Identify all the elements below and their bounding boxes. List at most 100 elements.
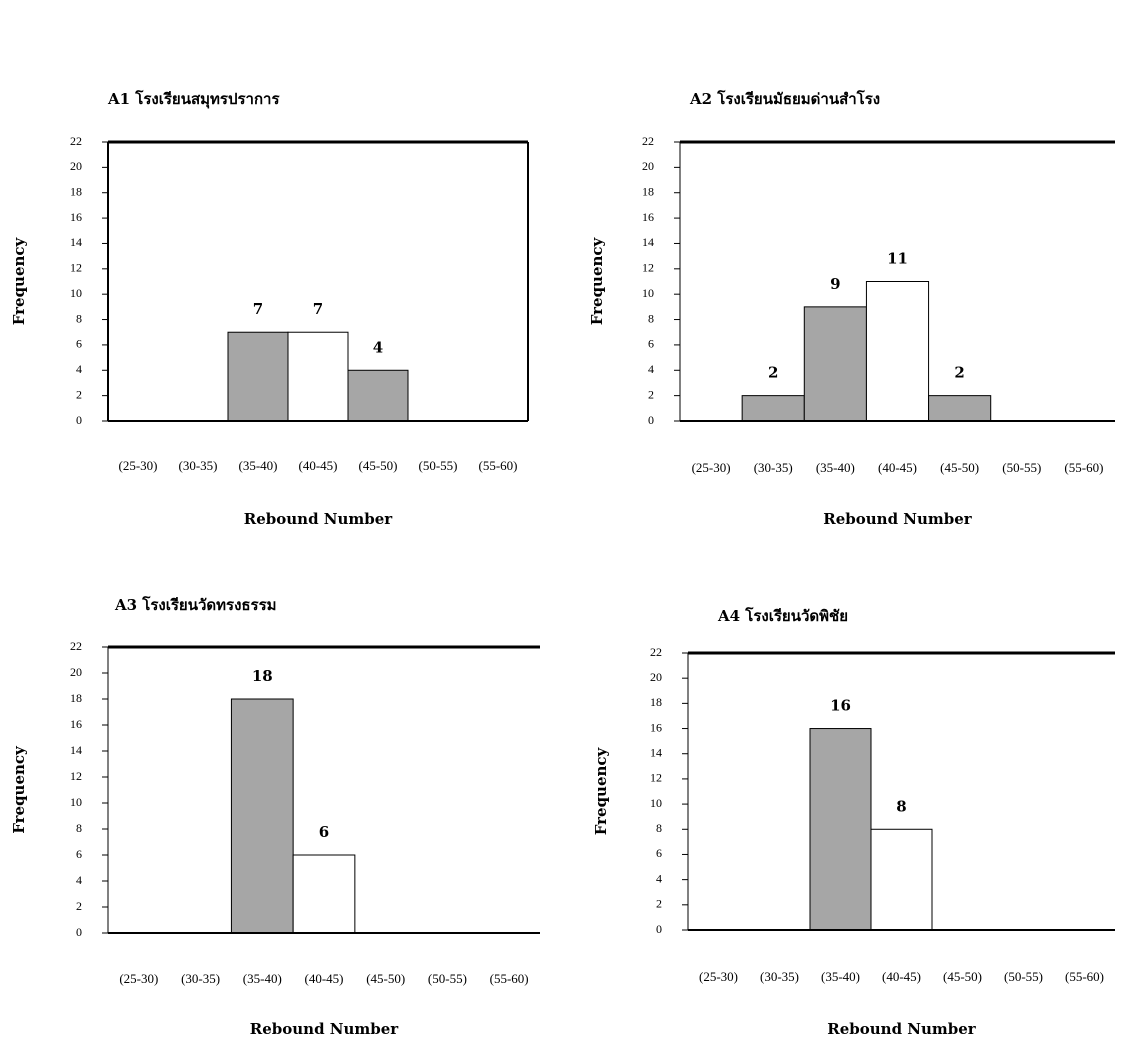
x-tick-label: (45-50) <box>940 460 979 475</box>
y-tick-label: 10 <box>650 796 662 810</box>
x-tick-label: (55-60) <box>1065 969 1104 984</box>
y-tick-label: 12 <box>70 769 82 783</box>
value-label: 16 <box>830 697 851 715</box>
chart-title: A2 โรงเรียนมัธยมด่านสำโรง <box>689 89 880 108</box>
value-label: 9 <box>830 275 840 293</box>
y-tick-label: 6 <box>76 847 82 861</box>
x-tick-label: (25-30) <box>119 458 158 473</box>
y-axis-label: Frequency <box>592 746 610 835</box>
bar <box>870 828 933 931</box>
x-tick-label: (35-40) <box>243 971 282 986</box>
y-tick-label: 6 <box>648 337 654 351</box>
y-axis-label: Frequency <box>10 236 28 325</box>
bar <box>928 395 992 422</box>
x-tick-label: (40-45) <box>299 458 338 473</box>
y-tick-label: 20 <box>642 159 654 173</box>
y-tick-label: 22 <box>650 645 662 659</box>
y-tick-label: 16 <box>70 717 82 731</box>
x-tick-label: (50-55) <box>1004 969 1043 984</box>
y-tick-label: 8 <box>656 821 662 835</box>
x-tick-label: (45-50) <box>359 458 398 473</box>
x-tick-label: (35-40) <box>821 969 860 984</box>
y-tick-label: 20 <box>70 159 82 173</box>
bar <box>287 331 349 422</box>
x-axis-label: Rebound Number <box>823 510 973 528</box>
x-tick-label: (25-30) <box>699 969 738 984</box>
x-tick-label: (30-35) <box>181 971 220 986</box>
x-tick-label: (50-55) <box>1002 460 1041 475</box>
bar <box>347 369 409 422</box>
x-tick-label: (50-55) <box>419 458 458 473</box>
bar <box>865 281 930 422</box>
y-tick-label: 12 <box>650 771 662 785</box>
x-tick-label: (55-60) <box>1064 460 1103 475</box>
x-tick-label: (40-45) <box>878 460 917 475</box>
y-tick-label: 20 <box>70 665 82 679</box>
y-tick-label: 6 <box>656 846 662 860</box>
y-tick-label: 10 <box>70 795 82 809</box>
y-tick-label: 0 <box>76 925 82 939</box>
value-label: 6 <box>319 823 329 841</box>
x-tick-label: (35-40) <box>816 460 855 475</box>
x-tick-label: (40-45) <box>305 971 344 986</box>
bar <box>230 698 294 934</box>
chart-title: A3 โรงเรียนวัดทรงธรรม <box>114 595 277 614</box>
y-tick-label: 22 <box>70 134 82 148</box>
y-tick-label: 16 <box>70 210 82 224</box>
x-tick-label: (50-55) <box>428 971 467 986</box>
bar <box>741 395 805 422</box>
y-tick-label: 18 <box>70 691 82 705</box>
x-tick-label: (25-30) <box>692 460 731 475</box>
y-tick-label: 6 <box>76 337 82 351</box>
x-tick-label: (30-35) <box>179 458 218 473</box>
y-axis-label: Frequency <box>10 745 28 834</box>
y-tick-label: 10 <box>642 286 654 300</box>
y-tick-label: 22 <box>642 134 654 148</box>
value-label: 2 <box>954 364 964 382</box>
value-label: 11 <box>887 250 908 268</box>
y-tick-label: 20 <box>650 670 662 684</box>
x-axis-label: Rebound Number <box>827 1020 977 1038</box>
value-label: 8 <box>896 797 906 815</box>
bar <box>803 306 867 422</box>
y-axis-label: Frequency <box>588 236 606 325</box>
x-axis-label: Rebound Number <box>244 510 394 528</box>
value-label: 7 <box>313 300 323 318</box>
y-tick-label: 18 <box>650 695 662 709</box>
x-axis-label: Rebound Number <box>250 1020 400 1038</box>
x-tick-label: (55-60) <box>479 458 518 473</box>
y-tick-label: 12 <box>642 261 654 275</box>
y-tick-label: 0 <box>76 413 82 427</box>
y-tick-label: 14 <box>70 743 82 757</box>
chart-title: A4 โรงเรียนวัดพิชัย <box>717 606 848 625</box>
y-tick-label: 8 <box>76 311 82 325</box>
value-label: 2 <box>768 364 778 382</box>
y-tick-label: 14 <box>650 745 662 759</box>
y-tick-label: 8 <box>76 821 82 835</box>
x-tick-label: (35-40) <box>239 458 278 473</box>
value-label: 4 <box>373 338 383 356</box>
y-tick-label: 2 <box>656 897 662 911</box>
x-tick-label: (25-30) <box>119 971 158 986</box>
y-tick-label: 0 <box>648 413 654 427</box>
y-tick-label: 2 <box>76 899 82 913</box>
y-tick-label: 2 <box>76 387 82 401</box>
value-label: 18 <box>252 667 273 685</box>
y-tick-label: 8 <box>648 311 654 325</box>
y-tick-label: 16 <box>650 720 662 734</box>
value-label: 7 <box>253 300 263 318</box>
x-tick-label: (45-50) <box>943 969 982 984</box>
y-tick-label: 10 <box>70 286 82 300</box>
x-tick-label: (40-45) <box>882 969 921 984</box>
y-tick-label: 18 <box>642 184 654 198</box>
y-tick-label: 4 <box>76 873 82 887</box>
y-tick-label: 4 <box>656 871 662 885</box>
y-tick-label: 0 <box>656 922 662 936</box>
chart-title: A1 โรงเรียนสมุทรปราการ <box>107 89 280 109</box>
x-tick-label: (45-50) <box>366 971 405 986</box>
y-tick-label: 22 <box>70 639 82 653</box>
y-tick-label: 12 <box>70 261 82 275</box>
x-tick-label: (55-60) <box>490 971 529 986</box>
x-tick-label: (30-35) <box>760 969 799 984</box>
